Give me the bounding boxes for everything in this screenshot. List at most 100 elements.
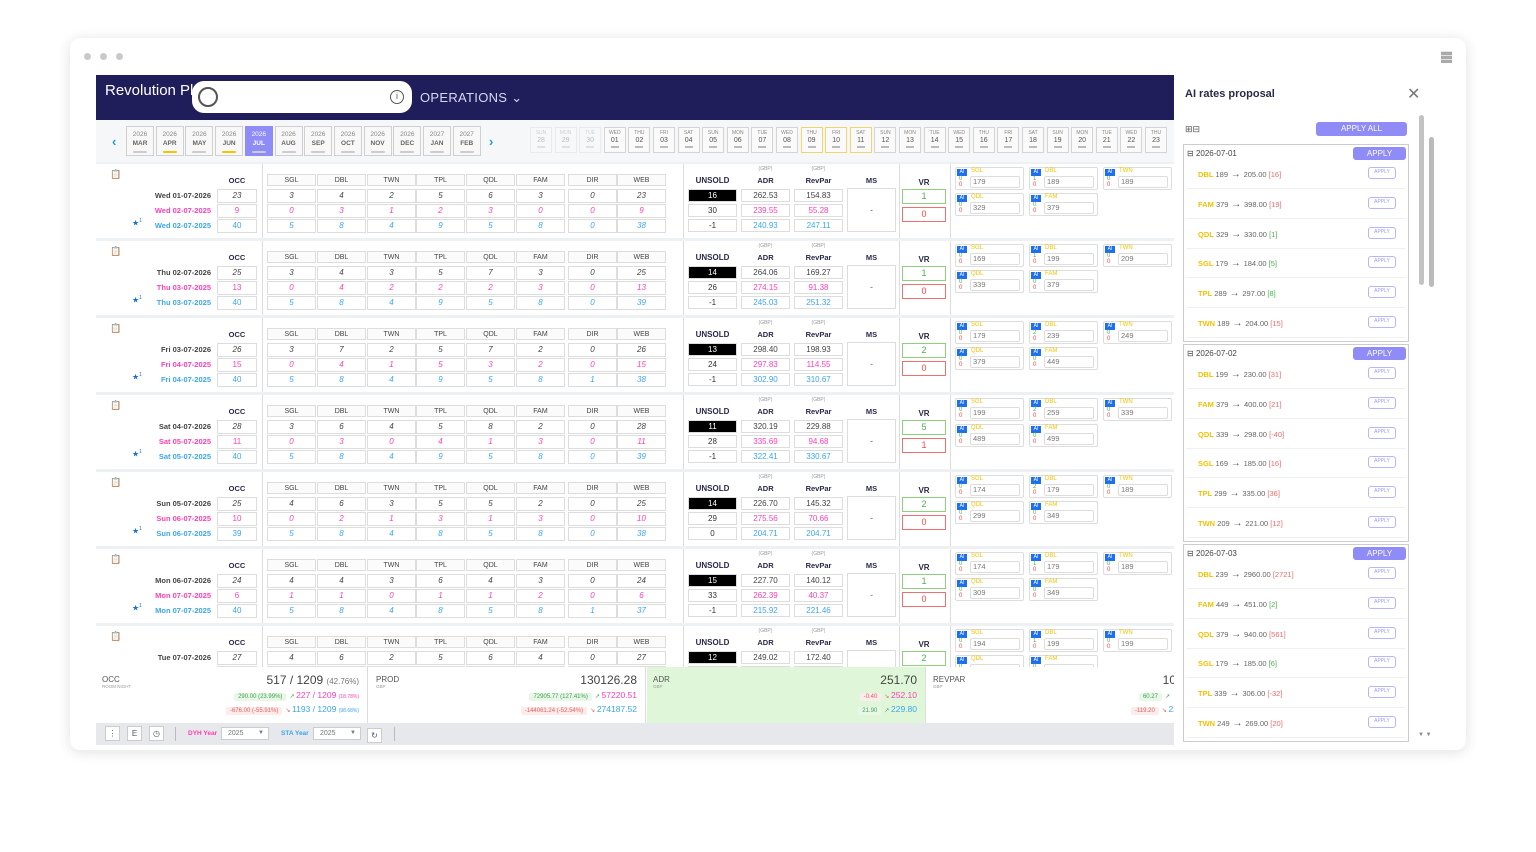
room-cell[interactable]: 2 [516,358,565,372]
room-cell[interactable]: 5 [466,450,515,464]
group-date[interactable]: ⊟ 2026-07-01 [1187,149,1237,158]
apply-item-button[interactable]: APPLY [1368,456,1396,469]
room-cell[interactable]: 5 [267,450,316,464]
room-cell[interactable]: 3 [367,266,416,280]
room-cell[interactable]: 25 [617,266,666,280]
ai-rate-input[interactable]: 449 [1044,356,1094,368]
day-cell[interactable]: SUN 28 [530,127,552,153]
room-cell[interactable]: 3 [516,189,565,203]
apply-item-button[interactable]: APPLY [1368,626,1396,639]
room-cell[interactable]: 11 [617,435,666,449]
month-jul[interactable]: 2026 JUL [244,126,273,156]
room-cell[interactable]: 4 [317,358,366,372]
ai-rate-input[interactable]: 179 [970,176,1020,188]
ai-rate-input[interactable]: 179 [970,330,1020,342]
clipboard-icon[interactable]: 📋 [110,169,122,179]
apply-item-button[interactable]: APPLY [1368,716,1396,728]
vr-negative[interactable]: 0 [902,284,946,299]
vr-positive[interactable]: 1 [902,266,946,281]
day-cell[interactable]: SUN 05 [702,127,725,153]
collapse-icon[interactable]: ⊟ [1187,149,1196,158]
day-cell[interactable]: TUE 07 [751,127,774,153]
room-cell[interactable]: 0 [568,296,617,310]
room-cell[interactable]: 2 [516,343,565,357]
date-label[interactable]: Wed 02-07-2025 [154,221,211,230]
room-cell[interactable]: 3 [367,497,416,511]
room-cell[interactable]: 3 [516,512,565,526]
date-label[interactable]: Tue 07-07-2026 [157,653,211,662]
ai-rate-input[interactable]: 299 [970,510,1020,522]
ai-rate-input[interactable]: 339 [970,279,1020,291]
vr-positive[interactable]: 2 [902,651,946,666]
ai-rate-input[interactable]: 329 [970,202,1020,214]
apply-all-button[interactable]: APPLY ALL [1316,122,1407,136]
date-label[interactable]: Wed 02-07-2025 [154,206,211,215]
menu-icon[interactable]: ▬ ▬ ▬ [1441,46,1452,66]
group-date[interactable]: ⊟ 2026-07-03 [1187,549,1237,558]
room-cell[interactable]: 0 [367,435,416,449]
ai-rate-input[interactable]: 199 [1044,253,1094,265]
room-cell[interactable]: 4 [267,497,316,511]
room-cell[interactable]: 5 [416,651,465,665]
room-cell[interactable]: 6 [416,574,465,588]
day-cell[interactable]: SAT 04 [677,127,700,153]
clipboard-icon[interactable]: 📋 [110,400,122,410]
room-cell[interactable]: 3 [516,281,565,295]
date-label[interactable]: Mon 07-07-2025 [155,591,211,600]
day-cell[interactable]: THU 09 [800,127,823,153]
month-aug[interactable]: 2026 AUG [274,126,303,156]
date-label[interactable]: Fri 04-07-2025 [160,360,211,369]
room-cell[interactable]: 1 [466,435,515,449]
date-label[interactable]: Thu 03-07-2025 [156,283,211,292]
room-cell[interactable]: 8 [516,450,565,464]
prev-month-arrow-icon[interactable]: ‹ [112,134,117,149]
day-cell[interactable]: SUN 19 [1046,127,1069,153]
ai-rate-input[interactable]: 499 [1044,433,1094,445]
clipboard-icon[interactable]: 📋 [110,477,122,487]
ai-rate-input[interactable]: 209 [1118,253,1168,265]
date-label[interactable]: Fri 03-07-2026 [160,345,211,354]
vr-negative[interactable]: 0 [902,515,946,530]
room-cell[interactable]: 2 [466,281,515,295]
room-cell[interactable]: 39 [617,296,666,310]
room-cell[interactable]: 0 [568,651,617,665]
room-cell[interactable]: 0 [568,358,617,372]
room-cell[interactable]: 8 [317,296,366,310]
room-cell[interactable]: 0 [267,512,316,526]
room-cell[interactable]: 2 [317,512,366,526]
day-cell[interactable]: WED 08 [776,127,798,153]
room-cell[interactable]: 0 [267,435,316,449]
room-cell[interactable]: 0 [568,435,617,449]
ai-rate-input[interactable]: 189 [1118,176,1168,188]
ai-rate-input[interactable]: 199 [1118,638,1168,650]
date-label[interactable]: Fri 04-07-2025 [160,375,211,384]
room-cell[interactable]: 4 [516,651,565,665]
ai-rate-input[interactable]: 259 [1044,407,1094,419]
day-cell[interactable]: THU 23 [1145,127,1167,153]
day-cell[interactable]: THU 16 [972,127,995,153]
ai-rate-input[interactable]: 379 [1044,279,1094,291]
room-cell[interactable]: 3 [516,574,565,588]
room-cell[interactable]: 6 [466,651,515,665]
ai-rate-input[interactable]: 189 [1118,484,1168,496]
room-cell[interactable]: 24 [617,574,666,588]
clipboard-icon[interactable]: 📋 [110,554,122,564]
month-jun[interactable]: 2026 JUN [215,126,244,156]
vr-negative[interactable]: 0 [902,592,946,607]
apply-item-button[interactable]: APPLY [1368,226,1396,239]
room-cell[interactable]: 1 [367,204,416,218]
room-cell[interactable]: 3 [317,204,366,218]
apply-item-button[interactable]: APPLY [1368,686,1396,699]
room-cell[interactable]: 6 [317,420,366,434]
room-cell[interactable]: 1 [466,589,515,603]
ai-rate-input[interactable]: 174 [970,484,1020,496]
clipboard-icon[interactable]: 📋 [110,323,122,333]
room-cell[interactable]: 13 [617,281,666,295]
room-cell[interactable]: 8 [516,373,565,387]
clipboard-icon[interactable]: 📋 [110,246,122,256]
room-cell[interactable]: 4 [317,574,366,588]
vr-positive[interactable]: 2 [902,497,946,512]
room-cell[interactable]: 8 [516,296,565,310]
room-cell[interactable]: 0 [516,204,565,218]
room-cell[interactable]: 25 [617,497,666,511]
